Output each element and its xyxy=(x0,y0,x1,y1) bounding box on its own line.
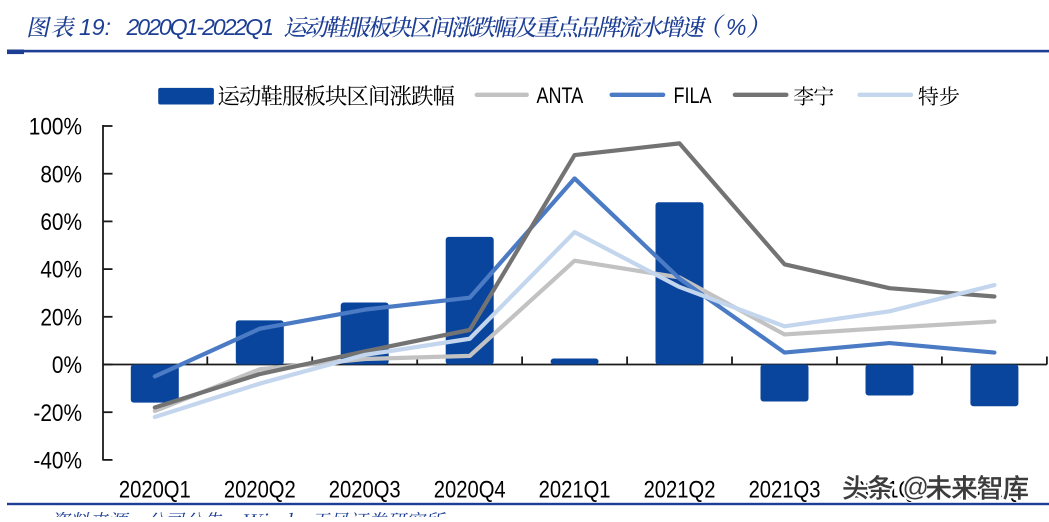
svg-text:100%: 100% xyxy=(29,112,82,140)
svg-text:2020Q4: 2020Q4 xyxy=(434,475,506,502)
svg-text:2021Q3: 2021Q3 xyxy=(749,475,821,502)
svg-text:%: % xyxy=(726,14,746,40)
svg-text:-20%: -20% xyxy=(33,398,82,426)
svg-text:2021Q2: 2021Q2 xyxy=(644,475,716,502)
svg-text:FILA: FILA xyxy=(674,84,713,108)
svg-text:@: @ xyxy=(903,472,929,502)
svg-text:80%: 80% xyxy=(40,160,82,188)
svg-text:60%: 60% xyxy=(40,207,82,235)
svg-text:2021Q1: 2021Q1 xyxy=(539,475,611,502)
svg-text:@: @ xyxy=(903,472,929,502)
svg-text:-40%: -40% xyxy=(33,446,82,474)
svg-text:ANTA: ANTA xyxy=(537,84,584,108)
svg-text:2020Q3: 2020Q3 xyxy=(329,475,401,502)
svg-text:2020Q2: 2020Q2 xyxy=(224,475,296,502)
svg-text:40%: 40% xyxy=(40,255,82,283)
svg-text:0%: 0% xyxy=(52,350,82,378)
svg-text:19:: 19: xyxy=(79,14,111,40)
svg-text:20%: 20% xyxy=(40,303,82,331)
svg-text:2020Q1-2022Q1: 2020Q1-2022Q1 xyxy=(126,14,275,40)
svg-text:2020Q1: 2020Q1 xyxy=(119,475,191,502)
